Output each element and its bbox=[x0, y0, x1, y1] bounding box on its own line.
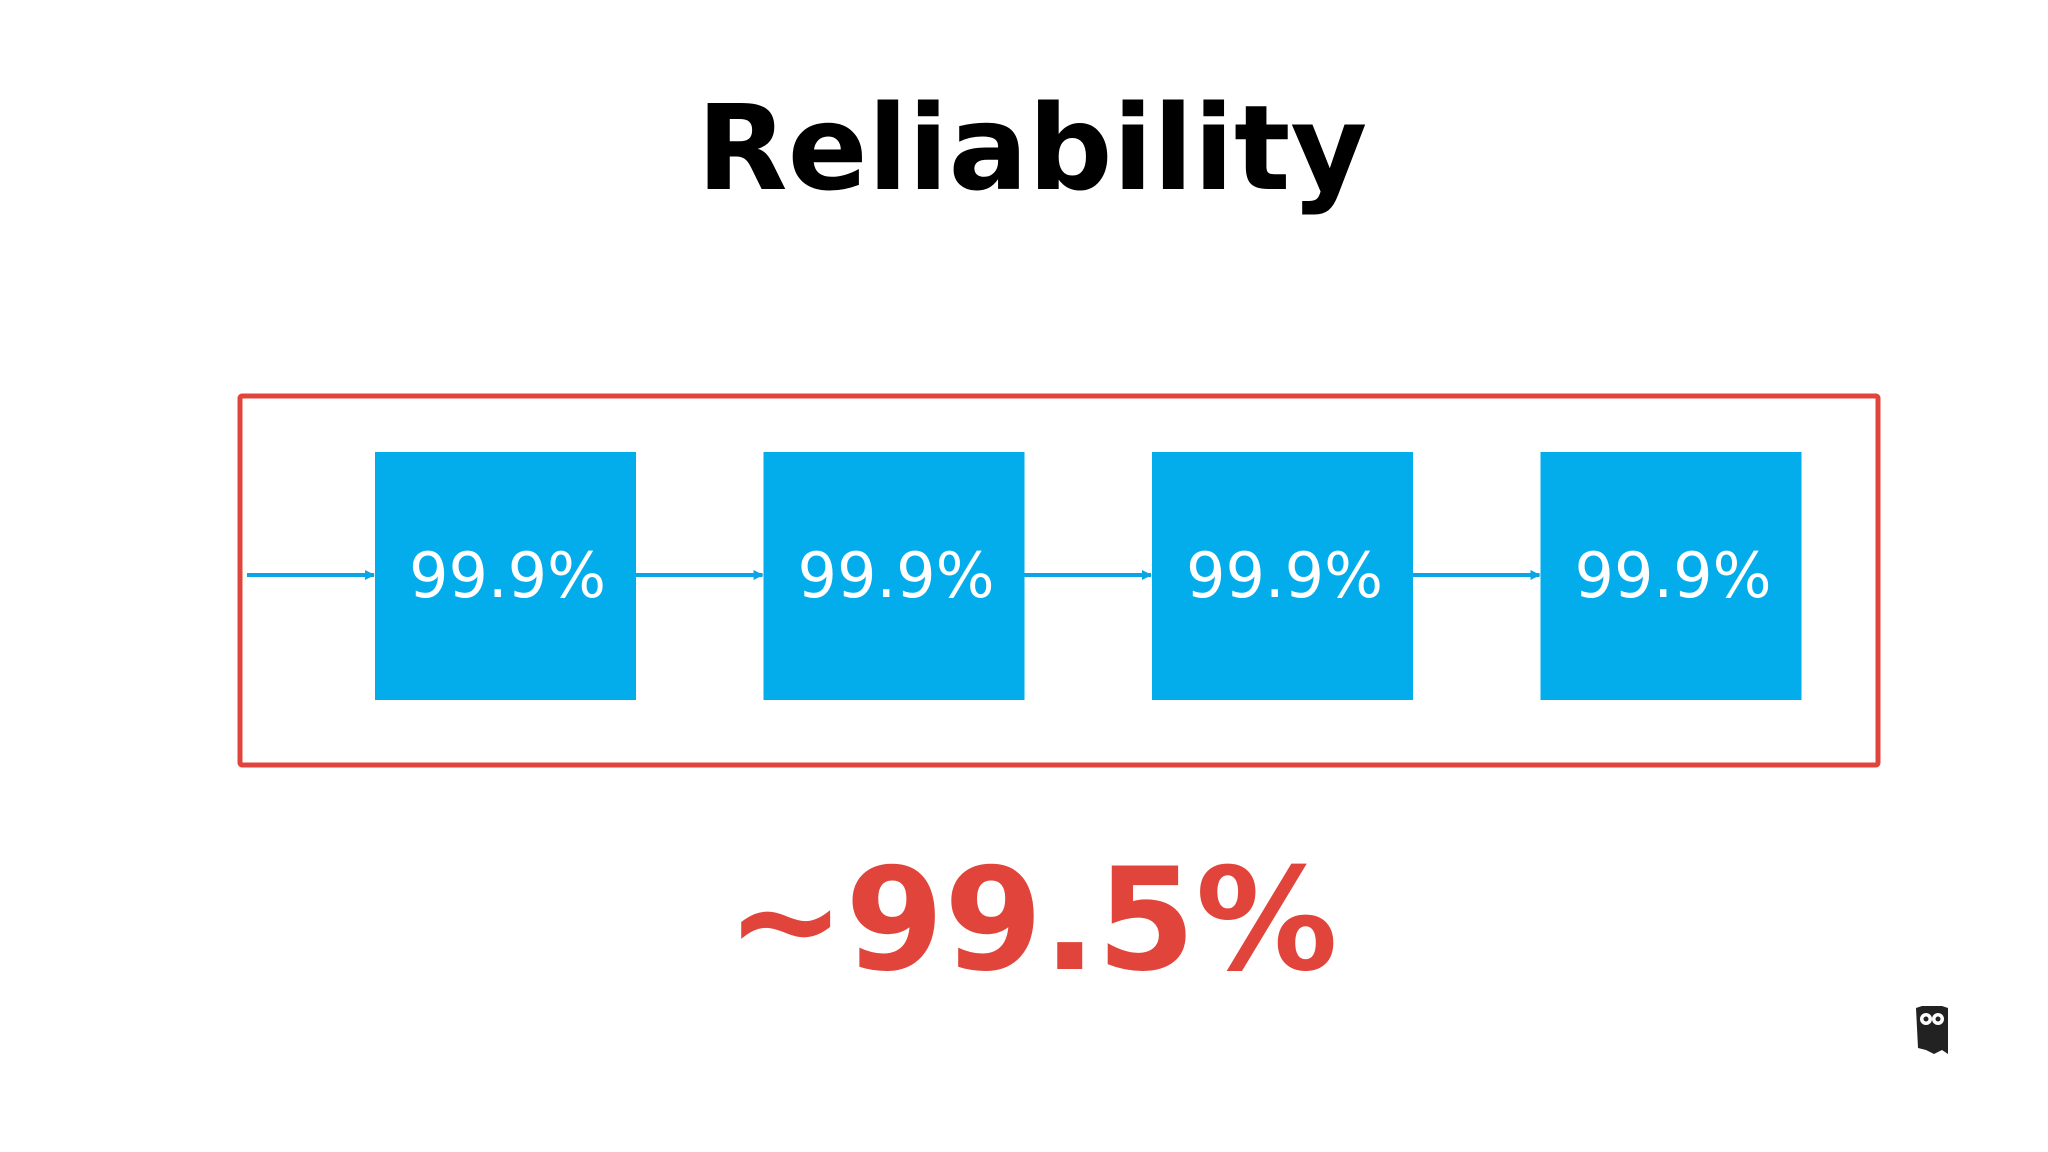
owl-icon bbox=[1916, 1006, 1948, 1054]
component-box bbox=[763, 452, 1025, 700]
component-label: 99.9% bbox=[798, 539, 995, 612]
component-box bbox=[1540, 452, 1802, 700]
component-label: 99.9% bbox=[1186, 539, 1383, 612]
component-label: 99.9% bbox=[1575, 539, 1772, 612]
component-label: 99.9% bbox=[409, 539, 606, 612]
chain: 99.9% 99.9% 99.9% 99.9% bbox=[247, 452, 1802, 700]
system-boundary bbox=[237, 393, 1881, 768]
component-box bbox=[1152, 452, 1413, 700]
title: Reliability bbox=[697, 79, 1368, 217]
component-box bbox=[375, 452, 636, 700]
result: ~99.5% bbox=[726, 838, 1338, 1003]
